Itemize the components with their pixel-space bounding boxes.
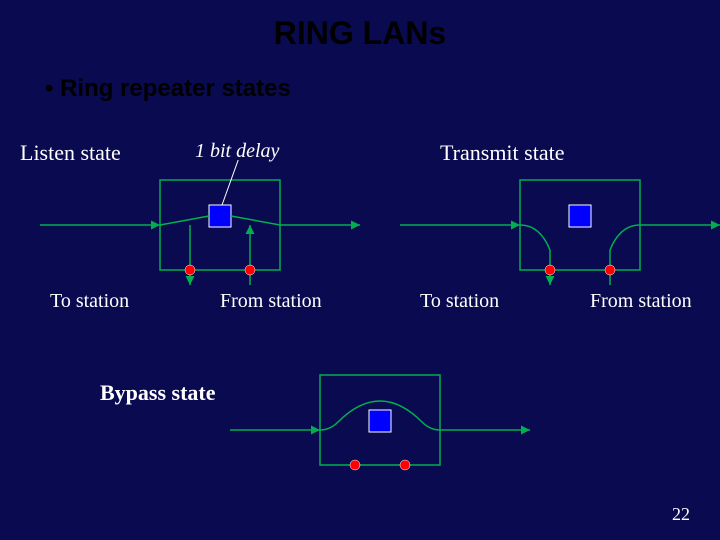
diagram-listen-state xyxy=(40,160,360,300)
page-number: 22 xyxy=(672,504,690,525)
diagram-transmit-state xyxy=(400,160,720,300)
diagram-bypass-state xyxy=(230,360,530,490)
label-bypass-state: Bypass state xyxy=(100,380,216,406)
page-title: RING LANs xyxy=(0,15,720,52)
bullet-ring-repeater-states: • Ring repeater states xyxy=(45,75,291,103)
